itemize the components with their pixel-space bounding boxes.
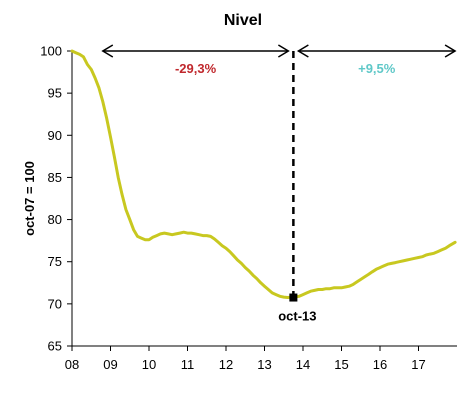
- rise-arrow-head-right: [444, 44, 457, 58]
- x-tick-label: 15: [334, 357, 348, 372]
- decline-arrow-head-right: [277, 44, 290, 58]
- trough-marker-label: oct-13: [278, 309, 316, 324]
- axes: [71, 51, 457, 347]
- rise-arrow-head-left: [296, 44, 309, 58]
- y-tick-label: 70: [48, 296, 62, 311]
- y-axis-label: oct-07 = 100: [22, 161, 37, 236]
- axis-ticks: 65 70 75 80 85 90 95 100 08 09 10 11 12 13 14 15 16 17: [40, 44, 425, 373]
- x-tick-label: 13: [257, 357, 271, 372]
- rise-percent-label: +9,5%: [358, 61, 396, 76]
- chart-title: Nivel: [224, 12, 262, 29]
- trough-marker: [289, 293, 298, 302]
- x-tick-label: 14: [296, 357, 310, 372]
- x-tick-label: 16: [373, 357, 387, 372]
- x-tick-label: 08: [65, 357, 79, 372]
- y-tick-label: 75: [48, 254, 62, 269]
- x-tick-label: 10: [142, 357, 156, 372]
- x-tick-label: 12: [219, 357, 233, 372]
- decline-arrow-head-left: [101, 44, 114, 58]
- x-tick-label: 09: [103, 357, 117, 372]
- series-line: [70, 49, 457, 299]
- annotations: oct-13 -29,3% +9,5%: [101, 44, 457, 324]
- y-tick-label: 90: [48, 128, 62, 143]
- plot-area: [70, 49, 457, 299]
- y-tick-label: 80: [48, 212, 62, 227]
- y-tick-label: 100: [40, 44, 62, 59]
- y-tick-label: 95: [48, 86, 62, 101]
- x-tick-label: 17: [411, 357, 425, 372]
- y-tick-label: 85: [48, 170, 62, 185]
- x-tick-label: 11: [181, 357, 195, 372]
- decline-percent-label: -29,3%: [175, 61, 217, 76]
- y-tick-label: 65: [48, 339, 62, 354]
